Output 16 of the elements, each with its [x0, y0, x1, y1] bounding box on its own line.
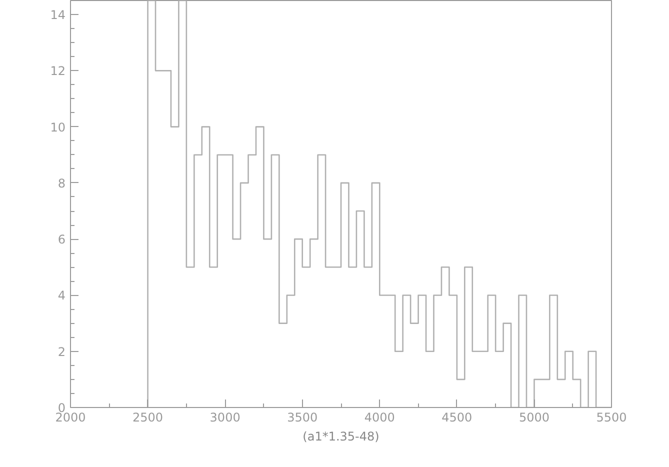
x-tick-label: 4000	[364, 410, 395, 424]
y-tick-label: 8	[58, 176, 66, 190]
x-axis-title: (a1*1.35-48)	[302, 430, 380, 444]
x-tick-label: 5000	[518, 410, 550, 424]
y-tick-label: 4	[58, 288, 66, 303]
x-tick-label: 4500	[442, 410, 472, 424]
x-tick-label: 5500	[596, 410, 627, 424]
y-tick-label: 2	[58, 344, 66, 359]
x-tick-label: 2000	[55, 410, 86, 424]
y-tick-label: 10	[50, 120, 66, 134]
x-tick-label: 3500	[287, 410, 318, 424]
y-tick-label: 12	[50, 64, 66, 78]
x-tick-label: 2500	[132, 410, 164, 424]
y-tick-label: 14	[50, 8, 66, 22]
x-tick-label: 3000	[210, 410, 240, 424]
y-tick-label: 6	[58, 232, 66, 247]
